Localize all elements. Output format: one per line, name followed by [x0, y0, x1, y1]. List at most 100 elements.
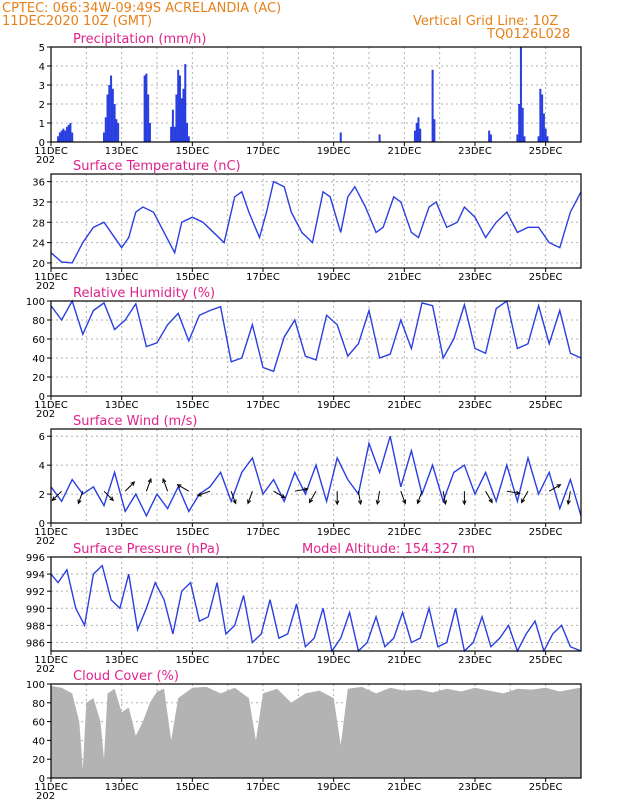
- wind-arrow: [417, 491, 423, 504]
- wind-arrowhead: [375, 500, 381, 506]
- precip-bar: [110, 75, 113, 142]
- rh-ytick-label: 100: [26, 297, 45, 308]
- wind-ytick-label: 2: [39, 490, 45, 501]
- temp-ytick-label: 20: [32, 259, 45, 270]
- cloud-frame: [50, 683, 582, 779]
- pres-ytick-label: 994: [26, 570, 45, 581]
- pres-title: Surface Pressure (hPa): [73, 542, 220, 557]
- wind-arrow: [548, 484, 561, 492]
- precip-bar: [182, 88, 185, 142]
- wind-xtick-label: 15DEC: [175, 527, 209, 538]
- wind-arrowhead: [303, 487, 309, 492]
- precip-bar: [546, 136, 549, 142]
- wind-arrow: [442, 491, 446, 505]
- rh-xtick-label: 17DEC: [246, 400, 280, 411]
- wind-arrowhead: [51, 496, 57, 502]
- wind-ytick-label: 6: [39, 432, 45, 443]
- wind-arrowhead: [130, 481, 136, 486]
- precip-bar: [58, 132, 61, 142]
- precip-bar: [62, 128, 65, 142]
- temp-line: [50, 180, 582, 264]
- header-station: CPTEC: 066:34W-09:49S ACRELANDIA (AC): [2, 1, 281, 16]
- temp-ytick-label: 32: [32, 198, 45, 209]
- header-model-code: TQ0126L028: [486, 27, 570, 42]
- wind-arrowhead: [462, 500, 467, 506]
- pres-panel: 986 988 990 992 994 996 11DEC 13DEC 15DEC 17DEC 19…: [26, 542, 582, 675]
- cloud-ytick-label: 80: [32, 699, 45, 710]
- precip-ytick-label: 2: [39, 100, 45, 111]
- wind-year-label: 202: [36, 536, 55, 547]
- pres-xtick-label: 25DEC: [529, 655, 563, 666]
- precip-bar: [519, 47, 522, 142]
- precip-bar: [113, 104, 116, 142]
- precip-bar: [143, 75, 146, 142]
- precip-bar: [177, 69, 180, 142]
- wind-arrow: [177, 484, 190, 492]
- cloud-ytick-label: 20: [32, 755, 45, 766]
- cloud-area: [51, 685, 581, 778]
- pres-xtick-label: 23DEC: [458, 655, 492, 666]
- precip-bar: [186, 123, 189, 142]
- pres-ytick-label: 996: [26, 553, 45, 564]
- precip-bar: [145, 73, 148, 142]
- temp-xtick-label: 23DEC: [458, 272, 492, 283]
- precip-bar: [115, 119, 118, 142]
- precip-bar: [103, 132, 105, 142]
- precip-bar: [413, 130, 416, 142]
- cloud-xtick-label: 21DEC: [387, 782, 421, 793]
- wind-xtick-label: 17DEC: [246, 527, 280, 538]
- rh-xtick-label: 23DEC: [458, 400, 492, 411]
- rh-xtick-label: 25DEC: [529, 400, 563, 411]
- precip-bar: [147, 94, 150, 142]
- precip-bar: [175, 94, 178, 142]
- wind-arrow: [145, 478, 152, 492]
- wind-line: [50, 436, 582, 518]
- wind-arrowhead: [402, 499, 407, 505]
- rh-ytick-label: 20: [32, 373, 45, 384]
- wind-arrowhead: [308, 498, 314, 504]
- temp-year-label: 202: [36, 281, 55, 292]
- pres-xtick-label: 17DEC: [246, 655, 280, 666]
- precip-bar: [417, 117, 420, 142]
- precip-bar: [537, 136, 540, 142]
- cloud-ytick-label: 60: [32, 718, 45, 729]
- wind-xtick-label: 11DEC: [34, 527, 68, 538]
- precip-bar: [173, 126, 176, 142]
- wind-arrow: [485, 490, 493, 503]
- header-run-time: 11DEC2020 10Z (GMT): [2, 14, 152, 29]
- wind-arrowhead: [196, 492, 202, 497]
- wind-arrowhead: [109, 496, 115, 502]
- precip-bar: [419, 128, 422, 142]
- wind-arrowhead: [280, 494, 286, 499]
- wind-arrowhead: [247, 499, 252, 505]
- wind-ytick-label: 0: [39, 519, 45, 530]
- temp-xtick-label: 13DEC: [105, 272, 139, 283]
- rh-ytick-label: 80: [32, 316, 45, 327]
- precip-year-label: 202: [36, 155, 55, 166]
- wind-arrow: [357, 491, 362, 505]
- pres-model-altitude: Model Altitude: 154.327 m: [302, 542, 475, 557]
- wind-arrowhead: [556, 484, 562, 489]
- precip-bar: [489, 134, 492, 142]
- precip-bar: [170, 126, 173, 142]
- rh-frame: [50, 300, 582, 397]
- precip-bar: [171, 109, 174, 142]
- wind-arrow: [506, 490, 520, 494]
- rh-ytick-label: 0: [39, 392, 45, 403]
- pres-xtick-label: 13DEC: [105, 655, 139, 666]
- pres-xtick-label: 15DEC: [175, 655, 209, 666]
- precip-bar: [433, 119, 436, 142]
- wind-arrowhead: [232, 499, 237, 505]
- wind-xtick-label: 23DEC: [458, 527, 492, 538]
- precip-ytick-label: 3: [39, 81, 45, 92]
- precip-bar: [378, 134, 381, 142]
- wind-title: Surface Wind (m/s): [73, 414, 197, 429]
- wind-arrowhead: [566, 500, 571, 506]
- precip-bar: [541, 94, 544, 142]
- cloud-xtick-label: 11DEC: [34, 782, 68, 793]
- wind-xtick-label: 25DEC: [529, 527, 563, 538]
- precip-xtick-label: 25DEC: [529, 146, 563, 157]
- precip-bar: [178, 75, 181, 142]
- rh-line: [50, 299, 582, 373]
- precip-xtick-label: 13DEC: [105, 146, 139, 157]
